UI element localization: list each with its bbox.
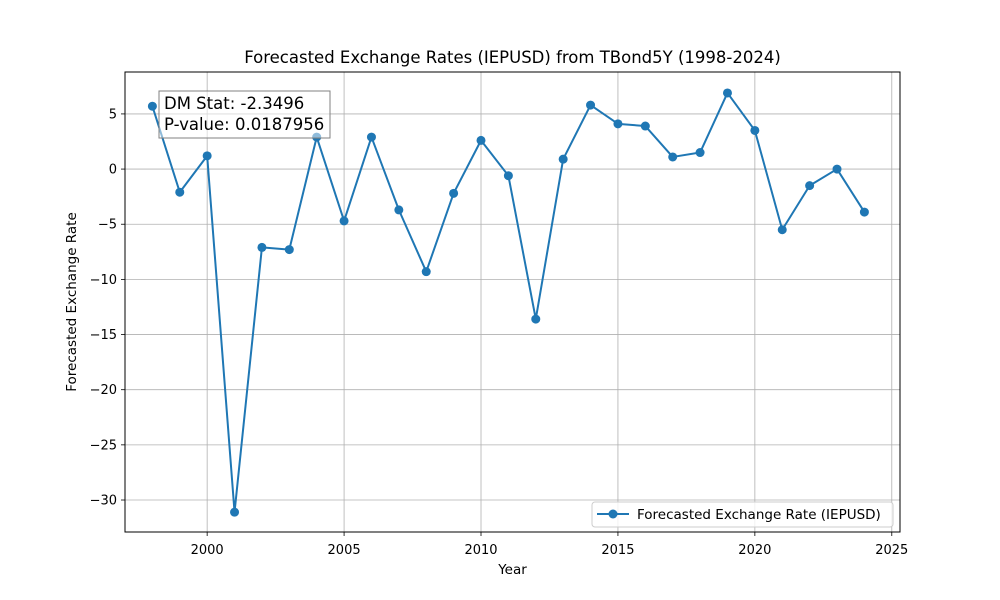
data-point bbox=[476, 135, 486, 145]
data-point bbox=[147, 101, 157, 111]
y-axis-ticks: 5 0 −5 −10 −15 −20 −25 −30 bbox=[90, 107, 125, 509]
annotation-box: DM Stat: -2.3496 P-value: 0.0187956 bbox=[158, 90, 331, 139]
y-tick-label: −5 bbox=[98, 218, 117, 233]
legend-label: Forecasted Exchange Rate (IEPUSD) bbox=[637, 507, 881, 523]
data-point bbox=[421, 267, 431, 277]
plot-area-frame bbox=[124, 71, 901, 533]
chart-title: Forecasted Exchange Rates (IEPUSD) from … bbox=[244, 48, 781, 67]
y-tick-label: 5 bbox=[109, 107, 117, 122]
x-tick-label: 2005 bbox=[328, 543, 361, 558]
data-point bbox=[257, 242, 267, 252]
x-tick-label: 2000 bbox=[191, 543, 224, 558]
legend-marker-swatch bbox=[608, 509, 618, 519]
data-point bbox=[284, 245, 294, 255]
data-point bbox=[640, 121, 650, 131]
annotation-p-value: P-value: 0.0187956 bbox=[164, 115, 324, 134]
x-tick-label: 2015 bbox=[601, 543, 634, 558]
data-point bbox=[859, 207, 869, 217]
y-tick-label: −20 bbox=[90, 383, 117, 398]
y-tick-label: 0 bbox=[109, 163, 117, 178]
data-point bbox=[503, 171, 513, 181]
x-axis-ticks: 2000 2005 2010 2015 2020 2025 bbox=[191, 532, 908, 558]
data-point bbox=[695, 148, 705, 158]
annotation-background bbox=[158, 90, 331, 139]
data-point bbox=[202, 151, 212, 161]
legend: Forecasted Exchange Rate (IEPUSD) bbox=[591, 501, 894, 528]
x-tick-label: 2025 bbox=[875, 543, 908, 558]
data-point bbox=[449, 188, 459, 198]
data-point bbox=[722, 88, 732, 98]
series-layer bbox=[147, 88, 869, 517]
data-point bbox=[613, 119, 623, 129]
data-point bbox=[586, 100, 596, 110]
x-tick-label: 2010 bbox=[464, 543, 497, 558]
y-axis-label: Forecasted Exchange Rate bbox=[64, 212, 80, 392]
x-tick-label: 2020 bbox=[738, 543, 771, 558]
x-axis-label: Year bbox=[497, 562, 527, 578]
data-point bbox=[230, 507, 240, 517]
data-point bbox=[805, 181, 815, 191]
data-point bbox=[750, 125, 760, 135]
data-point bbox=[832, 164, 842, 174]
y-tick-label: −25 bbox=[90, 438, 117, 453]
y-tick-label: −30 bbox=[90, 494, 117, 509]
y-tick-label: −15 bbox=[90, 328, 117, 343]
data-point bbox=[531, 314, 541, 324]
legend-frame bbox=[591, 501, 894, 528]
data-point bbox=[339, 216, 349, 226]
data-point bbox=[558, 154, 568, 164]
data-point bbox=[668, 152, 678, 162]
data-point bbox=[394, 205, 404, 215]
data-point bbox=[175, 187, 185, 197]
grid bbox=[125, 72, 900, 532]
data-point bbox=[366, 132, 376, 142]
annotation-dm-stat: DM Stat: -2.3496 bbox=[164, 94, 304, 113]
data-point bbox=[777, 225, 787, 235]
y-tick-label: −10 bbox=[90, 273, 117, 288]
